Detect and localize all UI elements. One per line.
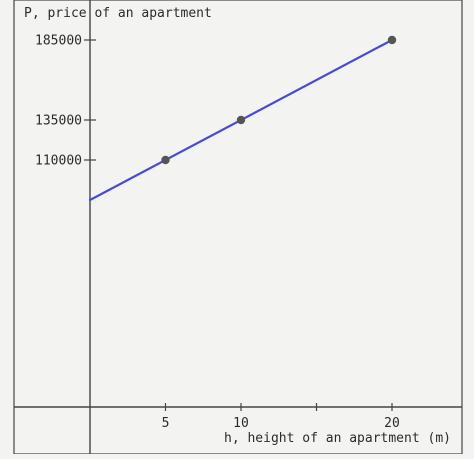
x-axis-title: h, height of an apartment (m) [224,431,451,446]
y-tick-label: 110000 [35,154,82,169]
data-point [161,155,170,165]
data-point [236,115,246,125]
y-axis-title: P, price of an apartment [24,6,212,21]
chart-frame [13,0,463,455]
y-tick-label: 185000 [35,34,82,49]
x-tick-label: 5 [162,416,170,431]
ticks-layer: 5 10 20 110000 135000 185000 [35,34,400,432]
x-tick-label: 10 [233,416,249,431]
x-tick-label: 20 [384,416,400,431]
data-point [387,35,397,45]
y-tick-label: 135000 [35,114,82,129]
series-layer [88,35,397,202]
